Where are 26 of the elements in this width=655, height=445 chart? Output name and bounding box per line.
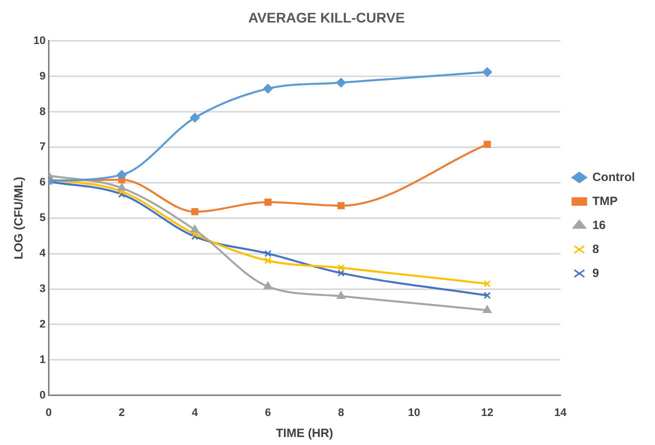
- x-tick-label: 6: [264, 407, 271, 420]
- x-tick-label: 14: [554, 407, 568, 420]
- legend-label: TMP: [592, 194, 618, 208]
- x-tick-label: 2: [118, 407, 125, 420]
- legend-label: 9: [592, 266, 600, 280]
- y-tick-label: 9: [40, 70, 46, 82]
- y-tick-label: 4: [40, 248, 47, 260]
- y-tick-label: 3: [40, 283, 46, 296]
- y-tick-label: 10: [33, 34, 46, 47]
- y-axis-title: LOG (CFU/ML): [12, 176, 26, 260]
- y-tick-label: 6: [40, 176, 46, 189]
- y-tick-label: 1: [40, 354, 46, 366]
- chart-title: AVERAGE KILL-CURVE: [248, 9, 405, 26]
- x-tick-label: 12: [481, 407, 494, 420]
- legend-label: 8: [592, 242, 600, 256]
- legend-label: Control: [592, 170, 635, 184]
- x-tick-label: 4: [192, 407, 199, 420]
- y-tick-label: 2: [40, 318, 46, 331]
- y-tick-label: 7: [40, 141, 46, 154]
- y-tick-label: 0: [40, 389, 46, 402]
- x-tick-label: 10: [408, 407, 420, 420]
- y-tick-label: 8: [40, 106, 46, 118]
- legend-label: 16: [592, 218, 606, 232]
- x-axis-title: TIME (HR): [276, 426, 334, 440]
- x-tick-label: 8: [338, 407, 344, 420]
- y-tick-label: 5: [40, 212, 46, 224]
